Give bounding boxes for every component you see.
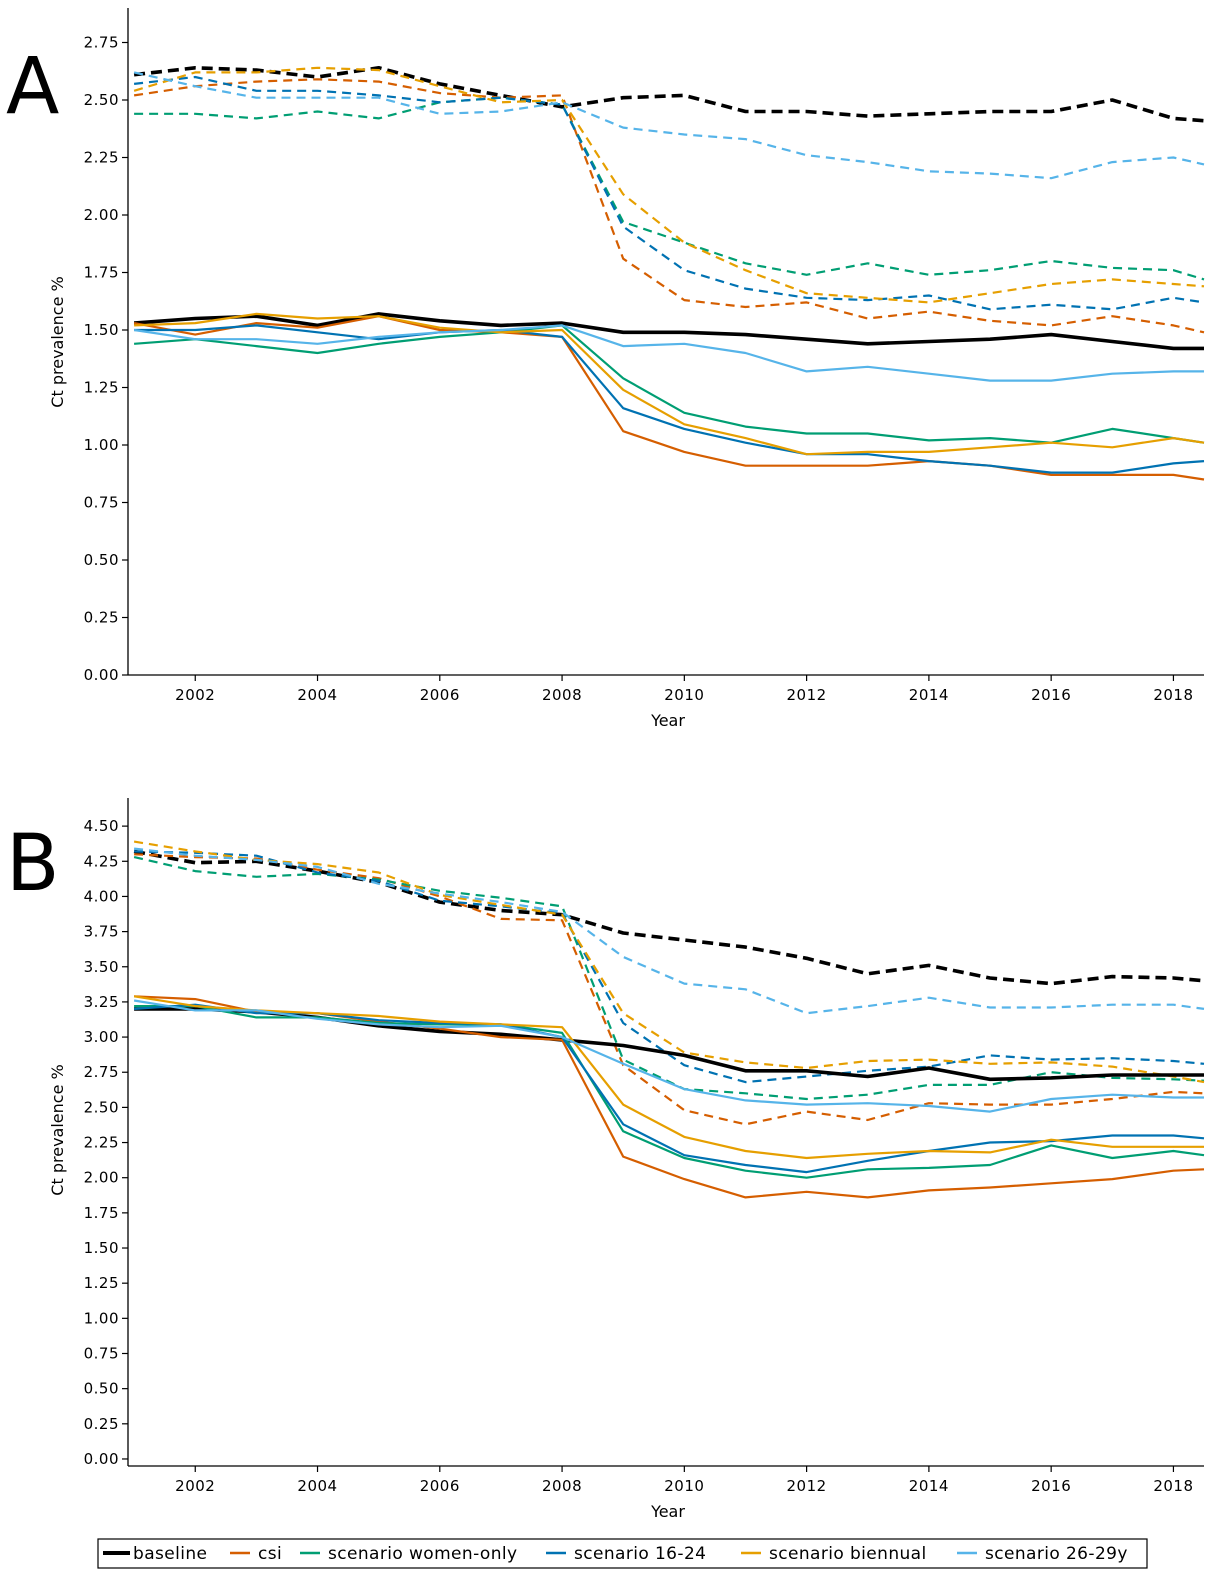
series-line-scenario-26-29y-solid xyxy=(133,324,1204,382)
panel-b: B 0.00 0.25 0.50 0.75 1.00 1.25 1.50 1.75 2.00 2.… xyxy=(6,798,1205,1521)
legend-item-scenario-16-24: scenario 16-24 xyxy=(546,1544,706,1564)
series-line-csi-solid xyxy=(133,315,1205,481)
series-line-csi-solid xyxy=(134,995,1205,1199)
series-line-scenario-26-29y-solid xyxy=(133,999,1204,1113)
series-line-scenario-biennual-dashed xyxy=(133,66,1205,304)
series-line-scenario-biennual-solid xyxy=(133,995,1204,1160)
y-tick-label: 2.00 xyxy=(84,1169,119,1187)
series-line-scenario-16-24-dashed xyxy=(134,850,1205,1084)
y-tick-label: 0.00 xyxy=(84,1450,119,1468)
series-line-scenario-16-24-dashed xyxy=(133,75,1205,311)
y-ticks: 0.00 0.25 0.50 0.75 1.00 1.25 1.50 1.75 2.00 2.25… xyxy=(84,817,128,1468)
series-line-baseline-dashed xyxy=(133,66,1205,123)
y-tick-label: 0.25 xyxy=(84,609,119,627)
legend-item-scenario-women-only: scenario women-only xyxy=(300,1544,517,1564)
legend-label: scenario biennual xyxy=(769,1544,927,1564)
x-tick-label: 2006 xyxy=(420,686,460,704)
series-line-scenario-biennual-dashed xyxy=(133,840,1205,1084)
panel-label-b: B xyxy=(6,819,60,909)
series-line-baseline-solid xyxy=(134,1007,1204,1082)
x-tick-label: 2014 xyxy=(909,686,949,704)
x-ticks: 2002 2004 2006 2008 2010 2012 2014 2016 2018 xyxy=(175,675,1193,704)
x-tick-label: 2002 xyxy=(175,1477,215,1495)
y-tick-label: 0.25 xyxy=(84,1415,119,1433)
x-tick-label: 2014 xyxy=(909,1477,949,1495)
y-tick-label: 2.25 xyxy=(84,1134,119,1152)
y-tick-label: 1.00 xyxy=(84,436,119,454)
y-tick-label: 1.25 xyxy=(84,1274,119,1292)
y-tick-label: 0.00 xyxy=(84,666,119,684)
x-tick-label: 2002 xyxy=(175,686,215,704)
y-tick-label: 1.00 xyxy=(84,1309,119,1327)
x-tick-label: 2018 xyxy=(1153,686,1193,704)
x-tick-label: 2004 xyxy=(297,1477,337,1495)
y-axis-title: Ct prevalence % xyxy=(48,276,67,407)
series-line-baseline-solid xyxy=(133,312,1204,351)
x-ticks: 2002 2004 2006 2008 2010 2012 2014 2016 2018 xyxy=(175,1466,1193,1495)
y-tick-label: 3.50 xyxy=(84,958,119,976)
x-tick-label: 2012 xyxy=(787,1477,827,1495)
x-axis-title: Year xyxy=(650,711,685,730)
series-line-scenario-biennual-solid xyxy=(134,312,1205,456)
y-tick-label: 4.25 xyxy=(84,852,119,870)
series-line-csi-dashed xyxy=(134,853,1205,1126)
legend-label: scenario 16-24 xyxy=(574,1544,706,1564)
legend: baseline csi scenario women-only scenario 1… xyxy=(97,1538,1148,1569)
y-tick-label: 1.50 xyxy=(84,321,119,339)
x-tick-label: 2010 xyxy=(664,686,704,704)
panel-a: A 0.00 0.25 0.50 0.75 1.00 1.25 1.50 1.75 2.00 2.… xyxy=(6,8,1205,730)
series-line-scenario-women-only-dashed xyxy=(134,96,1205,281)
x-tick-label: 2008 xyxy=(542,686,582,704)
y-axis-title: Ct prevalence % xyxy=(48,1064,67,1195)
y-tick-label: 3.00 xyxy=(84,1028,119,1046)
y-tick-label: 0.50 xyxy=(84,1380,119,1398)
legend-item-scenario-26-29y: scenario 26-29y xyxy=(957,1544,1128,1564)
series-line-scenario-26-29y-dashed xyxy=(133,847,1205,1015)
x-tick-label: 2010 xyxy=(664,1477,704,1495)
x-tick-label: 2016 xyxy=(1031,686,1071,704)
x-axis-title: Year xyxy=(650,1502,685,1521)
series-line-scenario-26-29y-dashed xyxy=(133,71,1205,180)
y-tick-label: 1.75 xyxy=(84,264,119,282)
y-tick-label: 3.25 xyxy=(84,993,119,1011)
series-line-scenario-16-24-solid xyxy=(134,324,1205,474)
legend-label: baseline xyxy=(133,1544,207,1564)
y-tick-label: 0.75 xyxy=(84,494,119,512)
y-tick-label: 1.75 xyxy=(84,1204,119,1222)
x-tick-label: 2012 xyxy=(787,686,827,704)
series-line-scenario-women-only-solid xyxy=(134,1004,1205,1179)
y-tick-label: 2.50 xyxy=(84,91,119,109)
x-tick-label: 2006 xyxy=(420,1477,460,1495)
legend-item-baseline: baseline xyxy=(103,1544,207,1564)
legend-label: scenario 26-29y xyxy=(985,1544,1128,1564)
y-tick-label: 3.75 xyxy=(84,923,119,941)
y-tick-label: 4.00 xyxy=(84,887,119,905)
y-tick-label: 1.50 xyxy=(84,1239,119,1257)
legend-label: scenario women-only xyxy=(328,1544,517,1564)
y-tick-label: 2.50 xyxy=(84,1098,119,1116)
y-tick-label: 0.50 xyxy=(84,551,119,569)
y-tick-label: 0.75 xyxy=(84,1344,119,1362)
y-tick-label: 2.75 xyxy=(84,1063,119,1081)
legend-item-csi: csi xyxy=(230,1544,282,1564)
x-tick-label: 2016 xyxy=(1031,1477,1071,1495)
x-tick-label: 2018 xyxy=(1153,1477,1193,1495)
x-tick-label: 2008 xyxy=(542,1477,582,1495)
series-lines xyxy=(133,66,1205,481)
y-tick-label: 1.25 xyxy=(84,379,119,397)
x-tick-label: 2004 xyxy=(297,686,337,704)
y-ticks: 0.00 0.25 0.50 0.75 1.00 1.25 1.50 1.75 2.00 2.25… xyxy=(84,34,128,684)
panel-label-a: A xyxy=(6,42,59,132)
legend-label: csi xyxy=(258,1544,282,1564)
y-tick-label: 2.25 xyxy=(84,149,119,167)
y-tick-label: 4.50 xyxy=(84,817,119,835)
legend-item-scenario-biennual: scenario biennual xyxy=(741,1544,927,1564)
series-lines xyxy=(133,840,1205,1199)
y-tick-label: 2.75 xyxy=(84,34,119,52)
series-line-baseline-dashed xyxy=(133,849,1205,986)
series-line-csi-dashed xyxy=(133,78,1205,334)
y-tick-label: 2.00 xyxy=(84,206,119,224)
